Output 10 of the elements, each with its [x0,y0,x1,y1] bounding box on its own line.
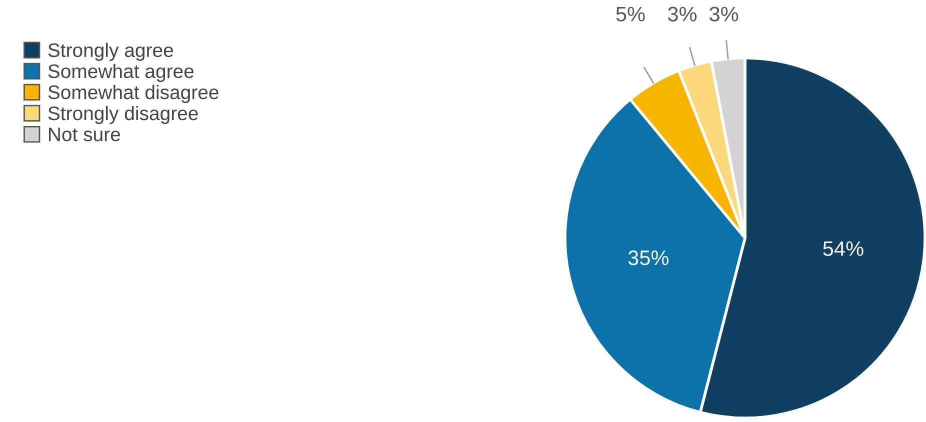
legend-label: Not sure [49,128,120,142]
data-label: 35% [628,250,668,266]
legend-label: Strongly disagree [48,106,198,124]
data-label: 3% [710,6,738,22]
data-label: 54% [823,241,864,256]
legend-label: Somewhat agree [48,64,194,82]
legend-label: Somewhat disagree [48,84,218,104]
data-label: 3% [668,6,697,22]
data-label: 5% [616,6,645,22]
legend-label: Strongly agree [48,42,174,61]
